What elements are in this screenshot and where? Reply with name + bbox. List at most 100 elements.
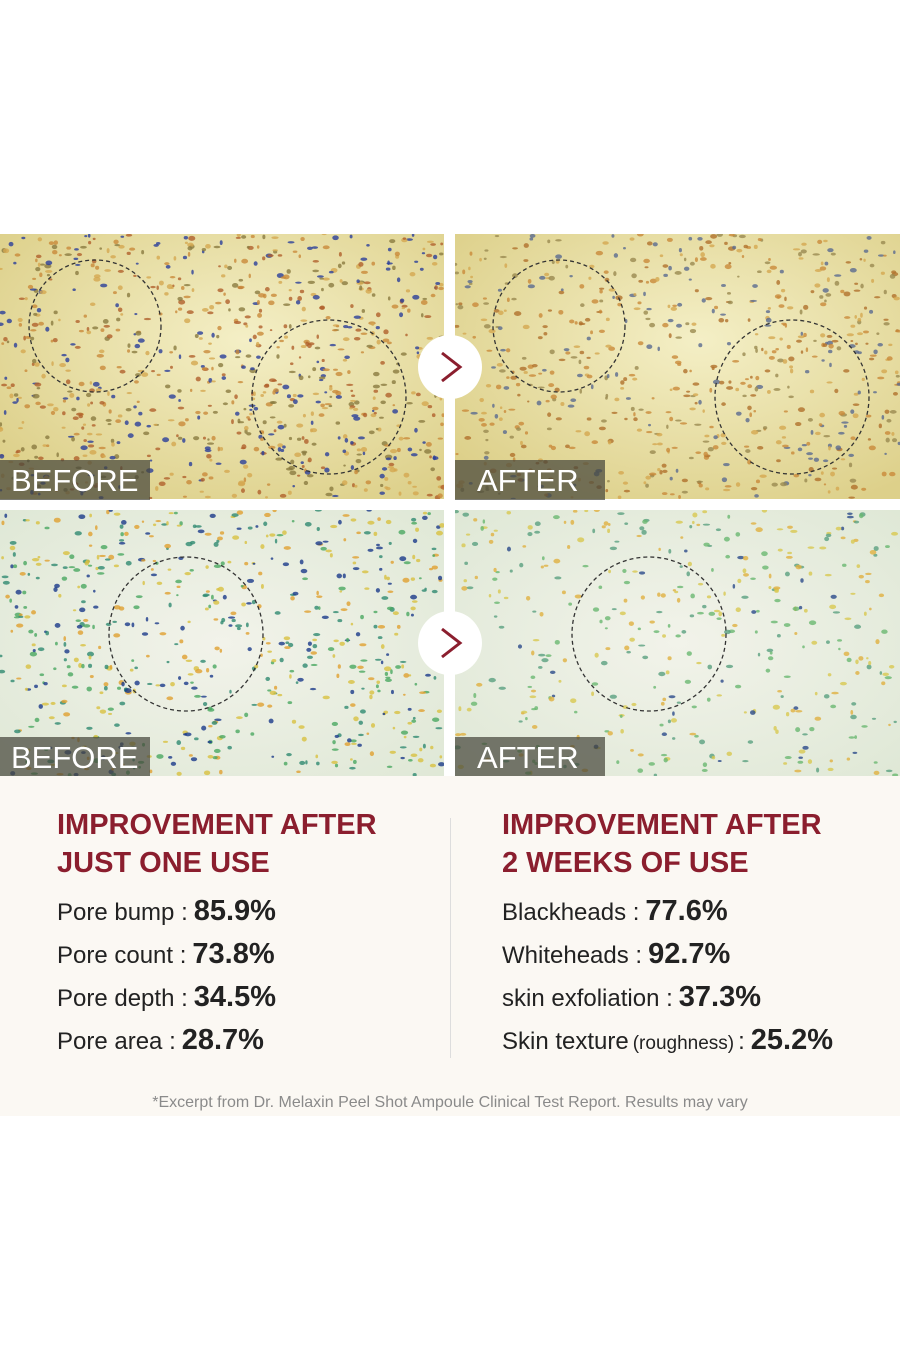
texture-dot [547,239,551,244]
texture-dot [28,725,35,728]
texture-dot [757,446,764,450]
texture-dot [761,510,768,513]
texture-dot [194,694,202,698]
texture-dot [59,363,66,368]
texture-dot [497,589,501,594]
texture-dot [830,704,837,709]
texture-dot [71,685,79,689]
texture-dot [415,346,420,350]
texture-dot [369,694,373,700]
texture-dot [213,564,222,569]
texture-dot [241,365,246,369]
texture-dot [827,490,831,494]
texture-dot [246,432,252,436]
texture-dot [498,625,505,629]
texture-dot [93,274,101,279]
texture-dot [661,732,668,737]
texture-dot [403,472,410,478]
texture-dot [363,531,371,535]
texture-dot [599,619,603,624]
spacer [57,882,377,890]
texture-dot [723,591,726,596]
texture-dot [366,510,372,512]
texture-dot [88,564,93,567]
texture-dot [844,617,852,621]
texture-dot [520,712,525,715]
texture-dot [551,260,555,265]
texture-dot [582,564,589,568]
texture-dot [728,234,736,237]
texture-dot [470,411,478,415]
texture-dot [189,388,193,392]
texture-dot [184,318,191,324]
texture-dot [869,607,872,611]
texture-dot [236,431,242,435]
texture-dot [34,684,38,689]
texture-dot [316,590,319,596]
texture-dot [655,276,660,282]
texture-dot [653,773,658,776]
texture-dot [270,401,275,404]
texture-dot [373,411,377,415]
texture-dot [86,574,90,578]
texture-dot [653,630,660,634]
texture-dot [161,523,168,526]
texture-dot [604,277,610,282]
texture-dot [696,480,704,483]
texture-dot [350,758,353,761]
texture-dot [375,326,380,330]
texture-dot [474,575,478,580]
texture-dot [689,407,696,411]
texture-dot [238,307,246,312]
texture-dot [257,313,263,318]
texture-dot [388,462,395,467]
texture-dot [755,479,761,484]
texture-dot [244,712,249,718]
texture-dot [624,319,628,324]
texture-dot [824,299,827,303]
texture-dot [782,359,788,364]
texture-dot [766,269,772,274]
texture-dot [426,240,434,243]
texture-dot [198,337,203,340]
texture-dot [338,519,342,525]
texture-dot [93,605,99,609]
texture-dot [576,373,583,378]
texture-dot [125,408,132,412]
texture-dot [362,451,366,456]
texture-dot [672,386,680,391]
texture-dot [212,410,218,414]
texture-dot [573,345,581,349]
texture-dot [332,740,336,745]
texture-dot [236,510,244,515]
texture-dot [553,515,560,520]
texture-dot [18,427,23,430]
texture-dot [207,755,214,759]
texture-dot [256,245,260,249]
texture-dot [884,431,891,435]
texture-dot [352,556,360,559]
texture-dot [549,349,555,355]
texture-dot [667,719,671,724]
texture-dot [717,759,722,763]
texture-dot [725,554,731,559]
texture-dot [257,702,265,707]
texture-dot [686,390,691,393]
texture-dot [416,558,421,563]
texture-dot [1,383,8,387]
texture-dot [320,546,327,551]
texture-dot [315,541,323,546]
texture-dot [702,510,708,514]
texture-dot [778,304,785,308]
texture-dot [726,341,731,346]
texture-dot [78,414,83,419]
texture-dot [881,629,888,634]
texture-dot [439,523,444,528]
texture-dot [315,754,319,759]
texture-dot [689,261,695,266]
texture-dot [692,520,695,525]
texture-dot [683,257,687,262]
texture-dot [840,458,846,461]
texture-dot [670,718,677,723]
texture-dot [412,772,417,776]
